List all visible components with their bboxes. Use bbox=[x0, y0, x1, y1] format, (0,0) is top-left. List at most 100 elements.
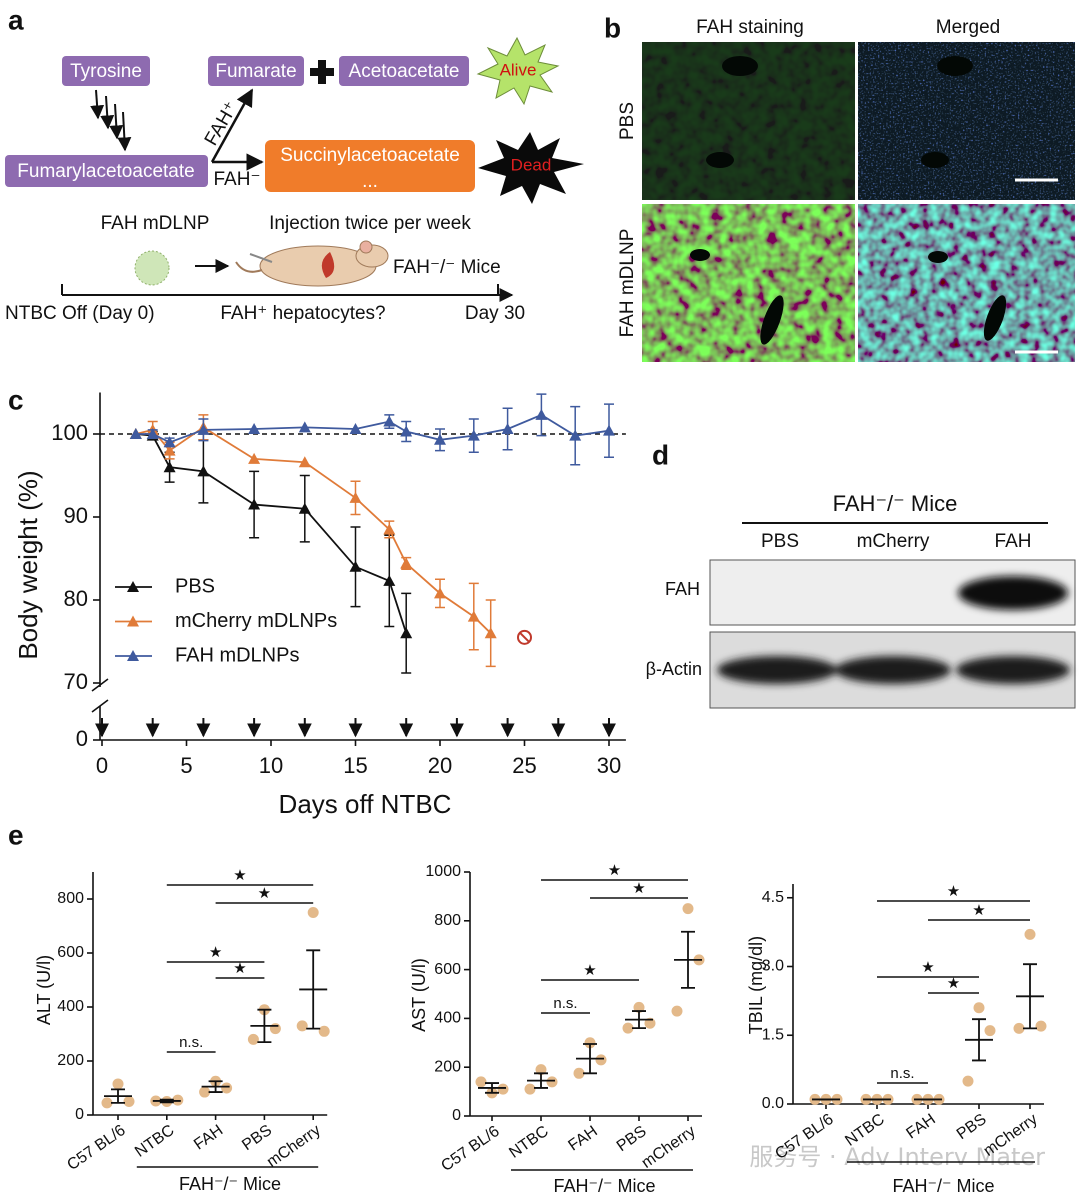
data-point bbox=[247, 1033, 259, 1045]
pathway-diagram: Tyrosine Fumarylacetoacetate Fumarate Ac… bbox=[5, 36, 584, 324]
significance-label: ★ bbox=[632, 880, 645, 897]
significance-label: ★ bbox=[972, 902, 985, 919]
significance-label: ★ bbox=[921, 959, 934, 976]
node-label: Fumarate bbox=[215, 61, 296, 82]
data-point bbox=[199, 1086, 211, 1098]
row-label: FAH bbox=[665, 579, 700, 599]
error-bar bbox=[485, 1082, 499, 1094]
y-tick-label: 1.5 bbox=[762, 1026, 784, 1043]
error-bar bbox=[257, 1008, 272, 1043]
error-bar bbox=[306, 949, 321, 1030]
marker bbox=[248, 498, 261, 510]
significance-label: ★ bbox=[583, 962, 596, 979]
x-tick-label: NTBC bbox=[132, 1122, 177, 1161]
marker bbox=[298, 421, 311, 433]
marker bbox=[400, 425, 413, 437]
group-label: FAH⁻/⁻ Mice bbox=[179, 1174, 281, 1194]
x-tick-label: 10 bbox=[259, 753, 283, 778]
outcome-label: Dead bbox=[511, 155, 552, 174]
line-chart: 0 70 80 90 100 0 5 10 15 20 25 30 Body weight (%) Day… bbox=[13, 392, 626, 819]
y-tick-label: 800 bbox=[57, 890, 84, 907]
group-label: FAH⁻/⁻ Mice bbox=[892, 1176, 994, 1196]
error-bar bbox=[111, 1088, 125, 1104]
image-texture bbox=[642, 204, 855, 362]
legend-marker bbox=[127, 581, 139, 592]
bands bbox=[717, 576, 1070, 684]
data-point bbox=[269, 1023, 281, 1035]
error-bar bbox=[632, 1010, 646, 1030]
x-tick-label: PBS bbox=[239, 1122, 275, 1154]
data-point bbox=[546, 1076, 558, 1088]
error-bar bbox=[534, 1072, 548, 1089]
outcome-label: Alive bbox=[500, 60, 537, 79]
marker bbox=[146, 428, 159, 439]
significance-label: ★ bbox=[233, 867, 246, 884]
data-point bbox=[112, 1078, 124, 1090]
marker bbox=[248, 423, 261, 435]
data-point bbox=[1035, 1020, 1047, 1032]
vessels bbox=[690, 56, 1007, 345]
y-tick-label: 1000 bbox=[425, 863, 461, 880]
marker bbox=[298, 502, 311, 514]
legend-label: mCherry mDLNPs bbox=[175, 610, 337, 632]
significance-label: ★ bbox=[947, 883, 960, 900]
marker bbox=[197, 423, 210, 435]
arrow bbox=[210, 88, 254, 163]
data-point bbox=[682, 903, 694, 915]
legend-label: FAH mDLNPs bbox=[175, 644, 299, 666]
significance-label: ★ bbox=[608, 862, 621, 879]
y-tick-label: 400 bbox=[57, 998, 84, 1015]
x-tick-label: FAH bbox=[565, 1123, 600, 1155]
y-tick-label: 400 bbox=[434, 1010, 461, 1027]
y-tick-label: 0.0 bbox=[762, 1095, 784, 1112]
dead-burst bbox=[478, 132, 584, 204]
data-point bbox=[535, 1064, 547, 1076]
significance-label: ★ bbox=[258, 885, 271, 902]
error-bar bbox=[681, 930, 695, 989]
significance-label: n.s. bbox=[179, 1034, 203, 1051]
data-point bbox=[123, 1096, 135, 1107]
label: Day 30 bbox=[465, 303, 525, 324]
watermark: 服务号 · Adv Interv Mater bbox=[749, 1143, 1045, 1171]
data-point bbox=[984, 1025, 996, 1037]
label: NTBC Off (Day 0) bbox=[5, 303, 155, 324]
data-point bbox=[595, 1054, 607, 1066]
data-point bbox=[671, 1005, 683, 1017]
x-tick-label: 0 bbox=[96, 753, 108, 778]
panel-label: a bbox=[8, 4, 24, 35]
marker bbox=[349, 560, 362, 572]
marker bbox=[197, 465, 210, 477]
y-tick-label: 600 bbox=[57, 944, 84, 961]
x-tick-label: FAH bbox=[903, 1111, 938, 1143]
label: FAH⁻/⁻ Mice bbox=[393, 257, 501, 278]
node-label: Fumarylacetoacetate bbox=[17, 161, 194, 182]
panel-label: c bbox=[8, 384, 24, 415]
significance-label: ★ bbox=[947, 975, 960, 992]
panel-label: e bbox=[8, 819, 24, 850]
data-point bbox=[973, 1002, 985, 1014]
error-bar bbox=[1023, 963, 1037, 1030]
x-tick-label: 25 bbox=[512, 753, 536, 778]
node-label: ... bbox=[362, 171, 378, 192]
data-point bbox=[101, 1097, 113, 1109]
nanoparticle bbox=[134, 250, 170, 286]
error-bar bbox=[583, 1043, 597, 1075]
western-blot: FAH⁻/⁻ Mice PBS mCherry FAH FAH β-Actin bbox=[646, 491, 1076, 709]
y-tick-label: 70 bbox=[64, 669, 88, 694]
group-label: FAH⁻/⁻ Mice bbox=[833, 491, 958, 516]
plus bbox=[310, 60, 334, 84]
node bbox=[62, 56, 150, 86]
data-point bbox=[497, 1083, 509, 1095]
x-tick-label: 15 bbox=[343, 753, 367, 778]
dot-chart: 0 200 400 600 800 ALT (U/l) C57 BL/6 NTBC FAH PBS… bbox=[34, 867, 330, 1194]
data-point bbox=[307, 907, 319, 918]
label: Injection twice per week bbox=[269, 213, 471, 234]
x-tick-label: C57 BL/6 bbox=[64, 1122, 128, 1174]
x-tick-label: 30 bbox=[597, 753, 621, 778]
node-label: Tyrosine bbox=[70, 61, 142, 82]
group-label: FAH⁻/⁻ Mice bbox=[553, 1176, 655, 1196]
data-point bbox=[318, 1025, 330, 1037]
marker bbox=[163, 436, 176, 448]
